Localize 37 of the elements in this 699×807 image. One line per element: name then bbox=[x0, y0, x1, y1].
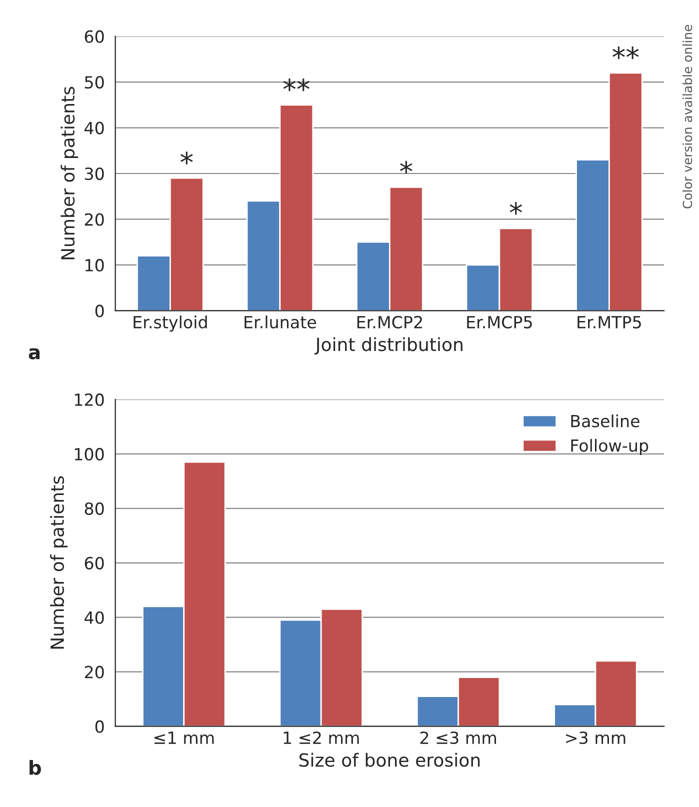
y-tick-label: 50 bbox=[84, 76, 104, 89]
legend-label: Baseline bbox=[571, 414, 640, 428]
y-axis-title: Number of patients bbox=[60, 86, 78, 260]
x-tick-label: Er.lunate bbox=[244, 316, 316, 328]
x-axis-title: Size of bone erosion bbox=[299, 752, 480, 767]
x-tick-label: 2 ≤3 mm bbox=[420, 731, 496, 744]
x-tick-label: Er.MCP2 bbox=[357, 316, 422, 328]
x-tick-label: Er.styloid bbox=[134, 316, 207, 332]
y-tick-label: 120 bbox=[74, 393, 104, 406]
text: Color version available online bbox=[682, 24, 692, 208]
y-tick-label: 20 bbox=[84, 213, 104, 226]
y-tick-label: 0 bbox=[95, 720, 104, 733]
y-tick-label: 40 bbox=[84, 122, 104, 134]
y-tick-label: 40 bbox=[84, 611, 104, 624]
x-axis-title: Joint distribution bbox=[314, 337, 462, 355]
y-axis-title: Number of patients bbox=[50, 476, 68, 649]
annotation: * bbox=[510, 202, 522, 215]
annotation: ** bbox=[283, 78, 310, 92]
y-tick-label: 100 bbox=[74, 448, 104, 461]
text: a bbox=[28, 348, 40, 360]
annotation: * bbox=[180, 152, 193, 164]
y-tick-label: 60 bbox=[84, 556, 104, 570]
x-tick-label: Er.MCP5 bbox=[467, 316, 532, 328]
annotation: * bbox=[400, 160, 412, 174]
x-tick-label: Er.MTP5 bbox=[578, 316, 641, 328]
x-tick-label: ≤1 mm bbox=[154, 732, 214, 744]
text: b bbox=[30, 760, 42, 775]
y-tick-label: 10 bbox=[86, 258, 104, 272]
y-tick-label: 60 bbox=[84, 30, 104, 43]
y-tick-label: 20 bbox=[84, 666, 104, 678]
y-tick-label: 80 bbox=[84, 502, 104, 515]
x-tick-label: 1 ≤2 mm bbox=[284, 731, 359, 744]
x-tick-label: >3 mm bbox=[566, 731, 626, 744]
legend-label: Follow-up bbox=[571, 438, 648, 456]
y-tick-label: 0 bbox=[95, 304, 104, 318]
annotation: ** bbox=[612, 46, 639, 60]
y-tick-label: 30 bbox=[84, 167, 104, 180]
